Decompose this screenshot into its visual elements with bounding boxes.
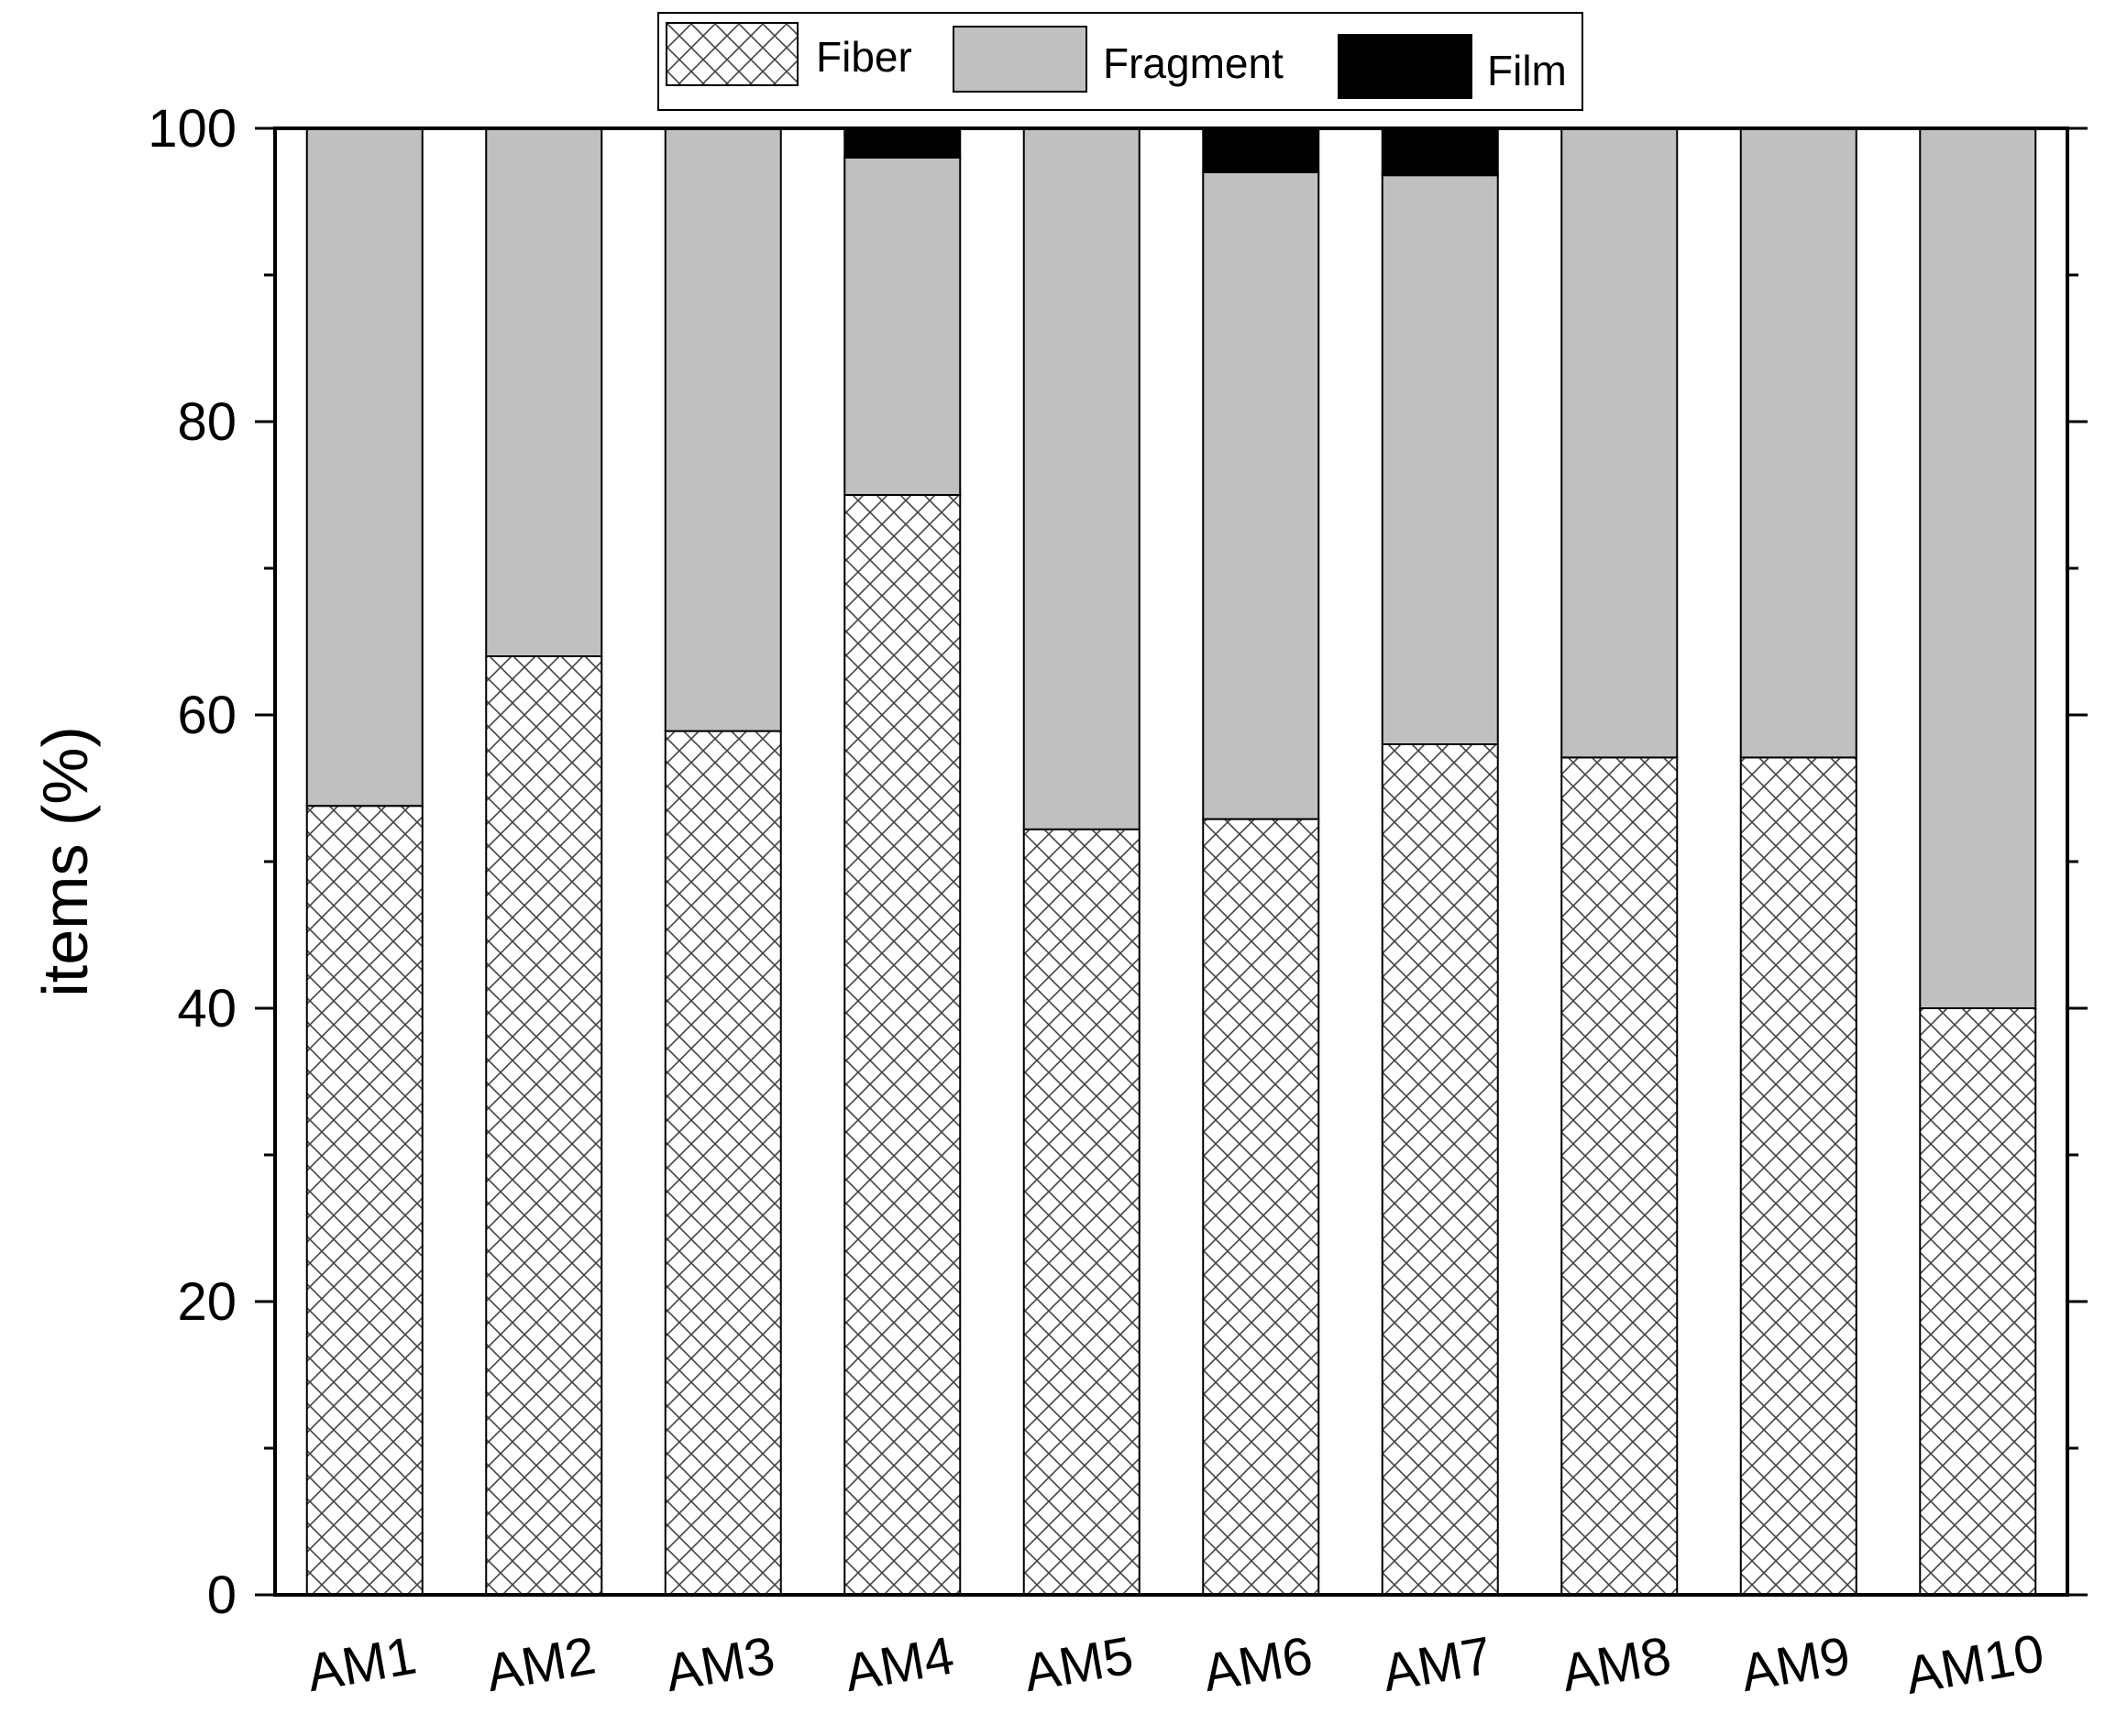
x-tick-label: AM3 — [661, 1625, 779, 1703]
y-tick-label: 60 — [177, 686, 237, 745]
bar-am5-fiber — [1022, 828, 1141, 1596]
bar-am6-fiber — [1202, 818, 1320, 1596]
bar-am2-fragment — [485, 127, 603, 657]
bar-am10-fiber — [1919, 1007, 2037, 1596]
y-tick-label: 20 — [177, 1272, 237, 1332]
bar-am7-fiber — [1381, 743, 1499, 1596]
x-tick-label: AM4 — [840, 1625, 958, 1703]
y-axis-title: items (%) — [29, 726, 101, 997]
legend-label-fiber: Fiber — [816, 33, 912, 81]
bar-am4-fiber — [843, 494, 962, 1596]
legend-swatch-film — [1338, 34, 1472, 99]
y-tick-label: 80 — [177, 392, 237, 452]
bar-am6-fragment — [1202, 171, 1320, 820]
y-tick-label: 100 — [148, 99, 237, 159]
x-tick-label: AM2 — [481, 1625, 600, 1703]
legend-label-film: Film — [1487, 47, 1567, 94]
x-tick-label: AM8 — [1557, 1625, 1675, 1703]
bar-am4-fragment — [843, 157, 962, 496]
y-tick-label: 0 — [207, 1566, 237, 1625]
bar-am8-fragment — [1560, 127, 1679, 759]
x-tick-label: AM5 — [1019, 1625, 1138, 1703]
bar-am1-fiber — [305, 805, 424, 1596]
x-tick-label: AM7 — [1378, 1625, 1496, 1703]
y-tick-label: 40 — [177, 979, 237, 1038]
bar-am7-fragment — [1381, 174, 1499, 745]
x-tick-labels: AM1 AM2 AM3 AM4 AM5 AM6 AM7 AM8 AM9 AM10 — [303, 1623, 2048, 1706]
bar-am2-fiber — [485, 655, 603, 1596]
legend: Fiber Fragment Film — [657, 12, 1583, 111]
legend-item-fragment: Fragment — [953, 26, 1284, 93]
bar-am3-fragment — [664, 127, 782, 732]
bar-am8-fiber — [1560, 756, 1679, 1596]
bar-am6-film — [1202, 127, 1320, 173]
x-tick-label: AM1 — [303, 1625, 421, 1703]
legend-swatch-fragment — [953, 26, 1087, 93]
bar-am3-fiber — [664, 730, 782, 1596]
ticks-layer — [255, 126, 2088, 1597]
bar-am10-fragment — [1919, 127, 2037, 1009]
bar-am9-fiber — [1739, 756, 1857, 1596]
x-tick-label: AM6 — [1198, 1625, 1317, 1703]
y-tick-labels: 0 20 40 60 80 100 — [148, 99, 237, 1625]
bar-am7-film — [1381, 127, 1499, 177]
bars-layer — [305, 127, 2037, 1596]
legend-swatch-fiber — [666, 22, 799, 86]
bar-am5-fragment — [1022, 127, 1141, 830]
x-tick-label: AM10 — [1901, 1623, 2049, 1706]
bar-am9-fragment — [1739, 127, 1857, 759]
bar-am1-fragment — [305, 127, 424, 808]
legend-label-fragment: Fragment — [1103, 39, 1284, 87]
legend-item-film: Film — [1338, 34, 1567, 99]
x-tick-label: AM9 — [1736, 1625, 1855, 1703]
bar-am4-film — [843, 127, 962, 159]
legend-item-fiber: Fiber — [666, 22, 912, 86]
